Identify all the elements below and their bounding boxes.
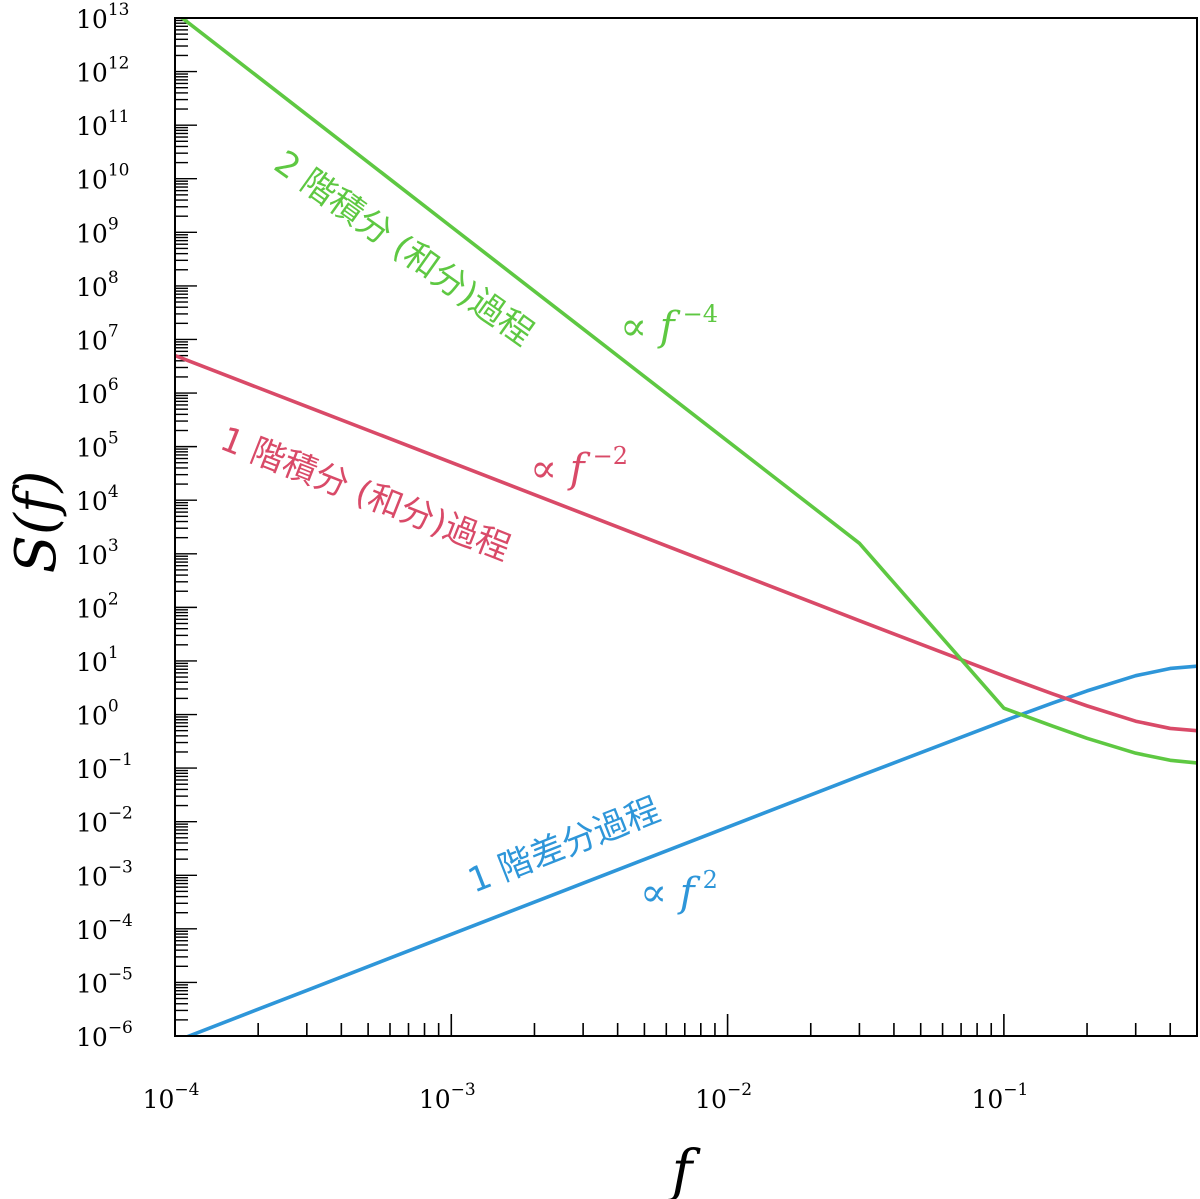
x-axis-title: f <box>668 1139 702 1199</box>
annotation-label-diff1: 1 階差分過程 <box>463 790 666 901</box>
y-tick-labels: 1013 1012 1011 1010 109 108 107 106 105 104 103 102… <box>76 0 133 1052</box>
series-line-diff1 <box>184 664 1197 1036</box>
series-layer <box>175 18 1197 1036</box>
plot-frame <box>174 17 1198 1037</box>
y-tick-label: 10−4 <box>76 911 133 945</box>
y-tick-label: 103 <box>76 536 119 570</box>
y-tick-label: 1013 <box>76 0 129 34</box>
y-tick-label: 109 <box>76 214 119 248</box>
y-tick-label: 102 <box>76 589 119 623</box>
y-tick-label: 10−1 <box>76 750 133 784</box>
proportional-label-int2: ∝ f −4 <box>620 300 718 350</box>
annotation-label-int2: 2 階積分 (和分)過程 <box>267 143 541 354</box>
y-tick-label: 1010 <box>76 161 129 195</box>
x-tick-label: 10−3 <box>419 1080 476 1114</box>
proportional-label-int1: ∝ f −2 <box>530 442 628 492</box>
y-tick-label: 1011 <box>76 107 129 141</box>
y-tick-label: 10−2 <box>76 804 133 838</box>
x-tick-label: 10−4 <box>143 1080 200 1114</box>
x-tick-labels: 10−4 10−3 10−2 10−1 <box>143 1080 1029 1114</box>
y-tick-label: 10−5 <box>76 964 133 998</box>
y-tick-label: 10−6 <box>76 1018 133 1052</box>
series-line-int2 <box>179 18 1197 765</box>
annotation-label-int1: 1 階積分 (和分)過程 <box>215 419 516 569</box>
y-tick-label: 106 <box>76 375 119 409</box>
y-tick-label: 108 <box>76 268 119 302</box>
y-tick-label: 10−3 <box>76 857 133 891</box>
y-tick-label: 100 <box>76 697 119 731</box>
series-line-int1 <box>175 353 1197 733</box>
y-tick-label: 101 <box>76 643 119 677</box>
y-axis-title: S(f) <box>4 471 69 574</box>
x-tick-label: 10−2 <box>695 1080 752 1114</box>
y-tick-label: 107 <box>76 321 119 355</box>
annotations: 2 階積分 (和分)過程 ∝ f −4 1 階積分 (和分)過程 ∝ f −2 1 階差分過… <box>215 143 718 916</box>
x-tick-label: 10−1 <box>971 1080 1028 1114</box>
y-tick-label: 104 <box>76 482 119 516</box>
axis-ticks <box>174 19 1198 1037</box>
y-tick-label: 1012 <box>76 54 129 88</box>
y-tick-label: 105 <box>76 429 119 463</box>
